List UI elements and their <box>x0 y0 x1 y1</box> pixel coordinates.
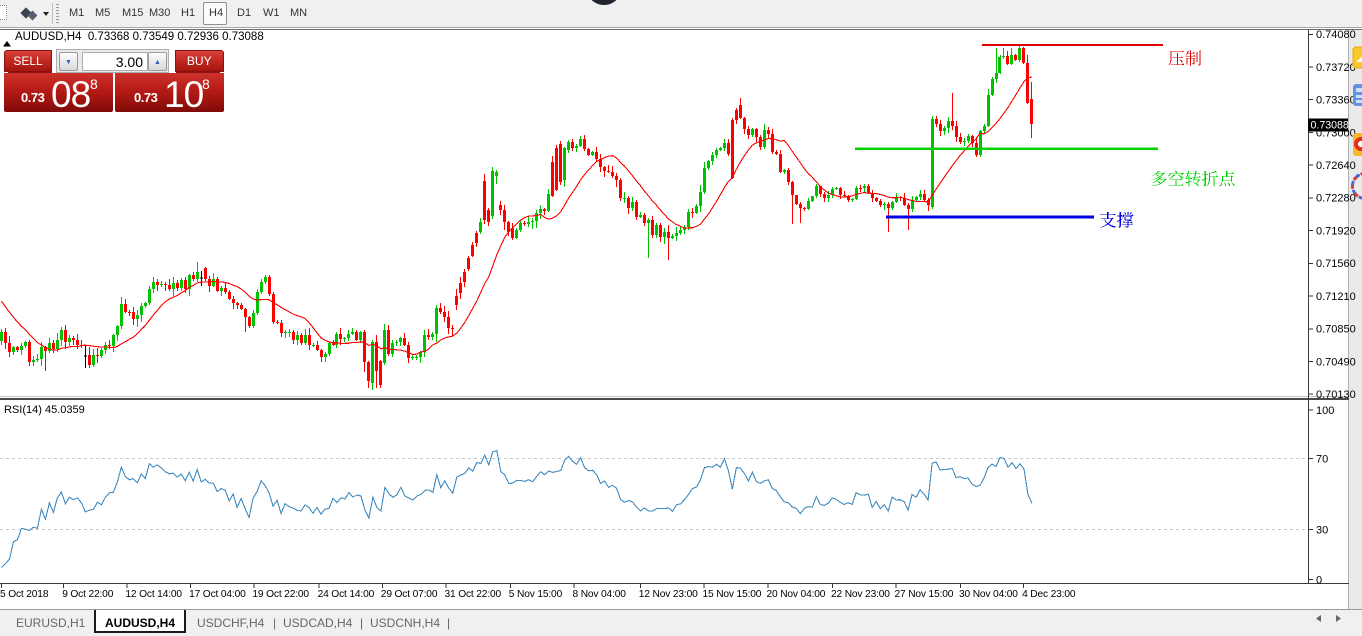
svg-text:0.70130: 0.70130 <box>1316 389 1356 401</box>
svg-text:12 Nov 23:00: 12 Nov 23:00 <box>639 589 698 600</box>
svg-text:31 Oct 22:00: 31 Oct 22:00 <box>445 589 502 600</box>
svg-text:30 Nov 04:00: 30 Nov 04:00 <box>959 589 1018 600</box>
svg-text:8 Nov 04:00: 8 Nov 04:00 <box>573 589 627 600</box>
svg-text:0.73720: 0.73720 <box>1316 62 1356 74</box>
svg-text:100: 100 <box>1316 405 1334 417</box>
svg-text:70: 70 <box>1316 454 1328 466</box>
svg-text:0.70490: 0.70490 <box>1316 356 1356 368</box>
svg-text:30: 30 <box>1316 524 1328 536</box>
svg-text:5 Nov 15:00: 5 Nov 15:00 <box>509 589 563 600</box>
svg-text:0.71560: 0.71560 <box>1316 258 1356 270</box>
svg-text:0.73088: 0.73088 <box>1311 119 1349 131</box>
svg-text:9 Oct 22:00: 9 Oct 22:00 <box>62 589 114 600</box>
svg-text:0.73360: 0.73360 <box>1316 95 1356 107</box>
svg-text:12 Oct 14:00: 12 Oct 14:00 <box>125 589 182 600</box>
svg-text:0: 0 <box>1316 574 1322 586</box>
svg-text:0.72280: 0.72280 <box>1316 193 1356 205</box>
svg-text:22 Nov 23:00: 22 Nov 23:00 <box>831 589 890 600</box>
svg-text:0.74080: 0.74080 <box>1316 29 1356 41</box>
svg-text:27 Nov 15:00: 27 Nov 15:00 <box>895 589 954 600</box>
svg-text:0.72640: 0.72640 <box>1316 160 1356 172</box>
svg-text:0.71210: 0.71210 <box>1316 291 1356 303</box>
svg-text:RSI(14) 45.0359: RSI(14) 45.0359 <box>4 404 85 416</box>
svg-text:15 Nov 15:00: 15 Nov 15:00 <box>703 589 762 600</box>
svg-text:5 Oct 2018: 5 Oct 2018 <box>0 589 49 600</box>
svg-text:4 Dec 23:00: 4 Dec 23:00 <box>1022 589 1076 600</box>
svg-text:0.70850: 0.70850 <box>1316 324 1356 336</box>
svg-text:17 Oct 04:00: 17 Oct 04:00 <box>189 589 246 600</box>
svg-text:24 Oct 14:00: 24 Oct 14:00 <box>318 589 375 600</box>
svg-text:19 Oct 22:00: 19 Oct 22:00 <box>252 589 309 600</box>
svg-text:20 Nov 04:00: 20 Nov 04:00 <box>767 589 826 600</box>
svg-text:0.71920: 0.71920 <box>1316 225 1356 237</box>
svg-text:29 Oct 07:00: 29 Oct 07:00 <box>381 589 438 600</box>
